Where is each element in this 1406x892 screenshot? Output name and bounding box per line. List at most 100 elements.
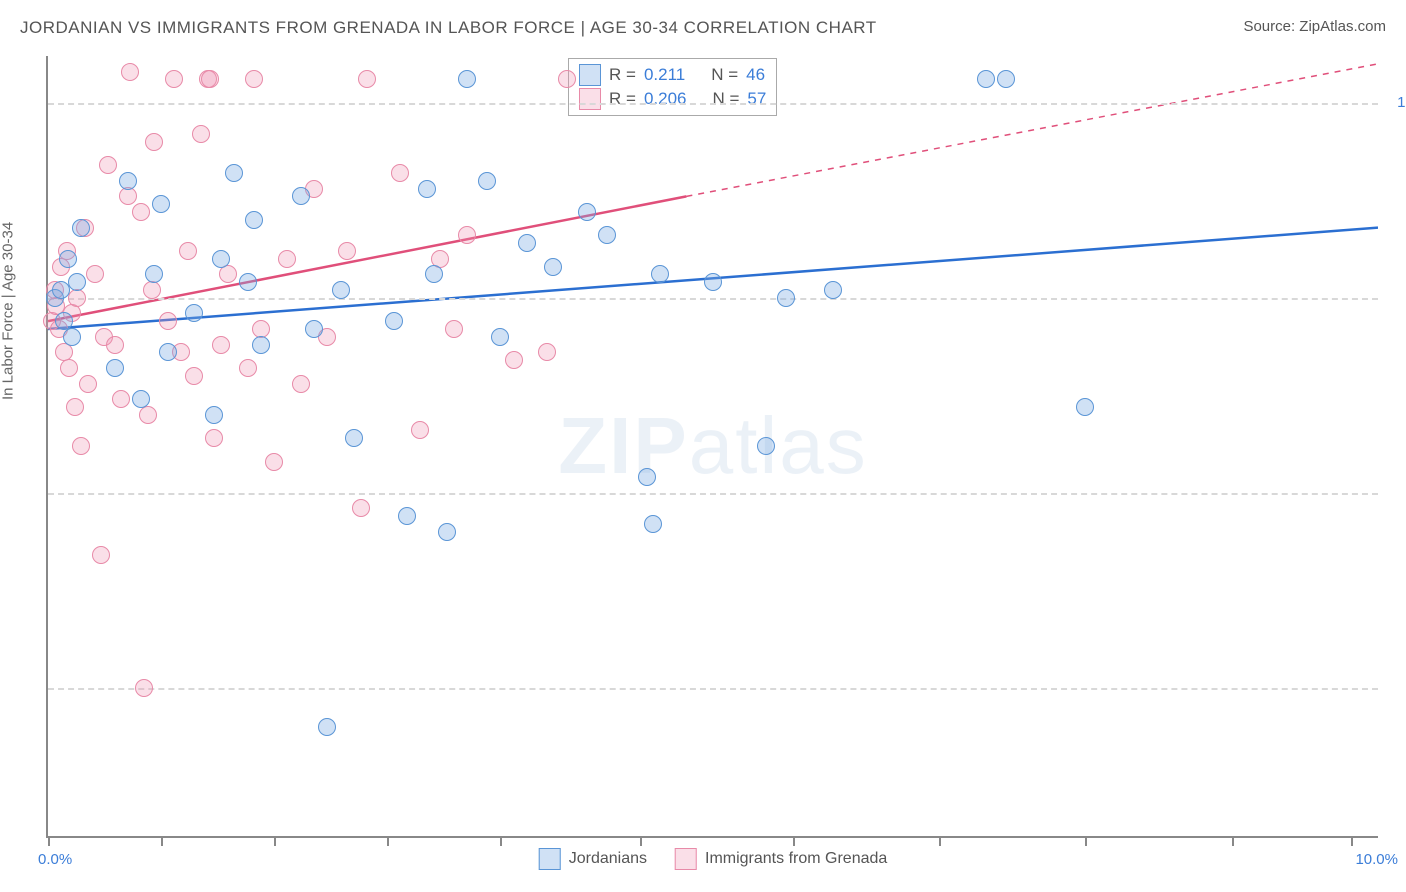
y-tick-label: 75.0% xyxy=(1388,484,1406,501)
data-point xyxy=(119,187,137,205)
label-r: R = xyxy=(609,87,636,111)
x-tick xyxy=(387,836,389,846)
data-point xyxy=(245,211,263,229)
swatch-pink-icon xyxy=(579,88,601,110)
chart-title: JORDANIAN VS IMMIGRANTS FROM GRENADA IN … xyxy=(20,18,877,38)
data-point xyxy=(644,515,662,533)
data-point xyxy=(391,164,409,182)
data-point xyxy=(278,250,296,268)
data-point xyxy=(824,281,842,299)
data-point xyxy=(72,219,90,237)
x-tick xyxy=(161,836,163,846)
data-point xyxy=(63,328,81,346)
data-point xyxy=(638,468,656,486)
data-point xyxy=(558,70,576,88)
data-point xyxy=(777,289,795,307)
watermark: ZIPatlas xyxy=(558,400,867,492)
data-point xyxy=(358,70,376,88)
data-point xyxy=(145,133,163,151)
data-point xyxy=(60,359,78,377)
swatch-blue-icon xyxy=(539,848,561,870)
data-point xyxy=(145,265,163,283)
data-point xyxy=(68,273,86,291)
data-point xyxy=(704,273,722,291)
label-r: R = xyxy=(609,63,636,87)
x-tick xyxy=(939,836,941,846)
data-point xyxy=(478,172,496,190)
data-point xyxy=(458,226,476,244)
data-point xyxy=(338,242,356,260)
data-point xyxy=(212,336,230,354)
data-point xyxy=(92,546,110,564)
data-point xyxy=(165,70,183,88)
data-point xyxy=(245,70,263,88)
legend-row-blue: R = 0.211 N = 46 xyxy=(579,63,766,87)
data-point xyxy=(318,718,336,736)
data-point xyxy=(239,359,257,377)
data-point xyxy=(265,453,283,471)
x-tick xyxy=(1232,836,1234,846)
data-point xyxy=(538,343,556,361)
gridline xyxy=(48,493,1378,495)
data-point xyxy=(578,203,596,221)
y-tick-label: 100.0% xyxy=(1388,94,1406,111)
data-point xyxy=(152,195,170,213)
legend-label-pink: Immigrants from Grenada xyxy=(705,850,887,868)
swatch-pink-icon xyxy=(675,848,697,870)
data-point xyxy=(418,180,436,198)
data-point xyxy=(121,63,139,81)
data-point xyxy=(305,320,323,338)
legend-item-pink: Immigrants from Grenada xyxy=(675,848,887,870)
data-point xyxy=(106,359,124,377)
data-point xyxy=(201,70,219,88)
x-tick-label-right: 10.0% xyxy=(1355,851,1398,868)
x-tick xyxy=(640,836,642,846)
data-point xyxy=(977,70,995,88)
gridline xyxy=(48,103,1378,105)
data-point xyxy=(438,523,456,541)
data-point xyxy=(651,265,669,283)
data-point xyxy=(219,265,237,283)
data-point xyxy=(518,234,536,252)
x-tick xyxy=(793,836,795,846)
legend-label-blue: Jordanians xyxy=(569,850,647,868)
data-point xyxy=(757,437,775,455)
data-point xyxy=(212,250,230,268)
data-point xyxy=(205,429,223,447)
x-tick xyxy=(500,836,502,846)
y-axis-label: In Labor Force | Age 30-34 xyxy=(0,222,17,400)
data-point xyxy=(458,70,476,88)
data-point xyxy=(997,70,1015,88)
swatch-blue-icon xyxy=(579,64,601,86)
data-point xyxy=(72,437,90,455)
legend-item-blue: Jordanians xyxy=(539,848,647,870)
data-point xyxy=(425,265,443,283)
x-tick xyxy=(1085,836,1087,846)
data-point xyxy=(491,328,509,346)
data-point xyxy=(598,226,616,244)
gridline xyxy=(48,298,1378,300)
data-point xyxy=(143,281,161,299)
scatter-plot: ZIPatlas R = 0.211 N = 46 R = 0.206 N = … xyxy=(46,56,1378,838)
data-point xyxy=(544,258,562,276)
data-point xyxy=(79,375,97,393)
x-tick xyxy=(274,836,276,846)
value-n-blue: 46 xyxy=(746,63,765,87)
data-point xyxy=(352,499,370,517)
x-tick-label-left: 0.0% xyxy=(38,851,72,868)
data-point xyxy=(106,336,124,354)
x-tick xyxy=(48,836,50,846)
data-point xyxy=(252,336,270,354)
data-point xyxy=(332,281,350,299)
data-point xyxy=(345,429,363,447)
data-point xyxy=(66,398,84,416)
value-r-blue: 0.211 xyxy=(644,63,685,87)
data-point xyxy=(135,679,153,697)
x-tick xyxy=(1351,836,1353,846)
data-point xyxy=(59,250,77,268)
data-point xyxy=(445,320,463,338)
data-point xyxy=(159,343,177,361)
value-n-pink: 57 xyxy=(747,87,766,111)
data-point xyxy=(112,390,130,408)
legend-row-pink: R = 0.206 N = 57 xyxy=(579,87,766,111)
